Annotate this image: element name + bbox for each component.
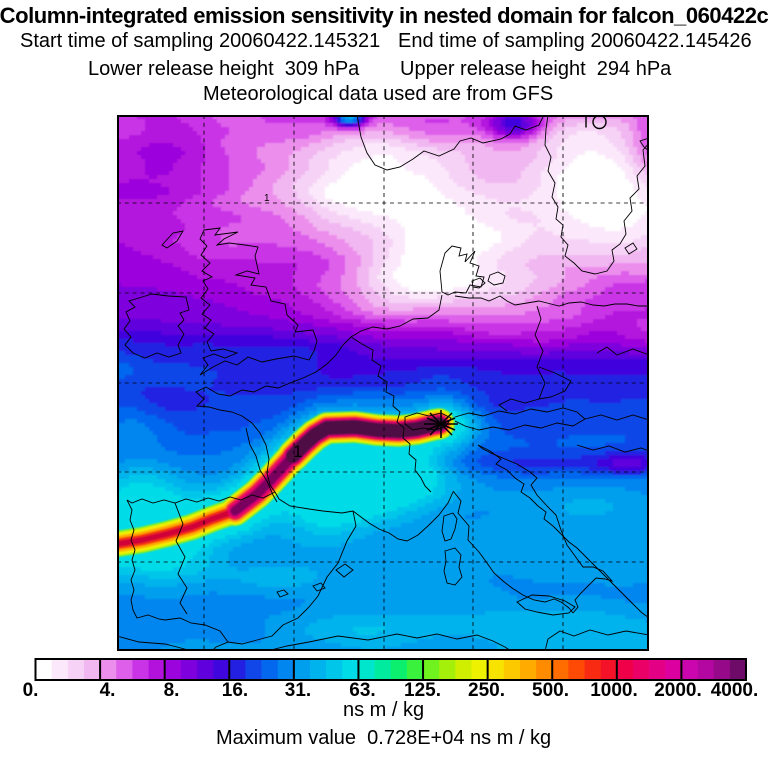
svg-text:1: 1 [293,442,302,461]
svg-text:1: 1 [264,193,270,204]
